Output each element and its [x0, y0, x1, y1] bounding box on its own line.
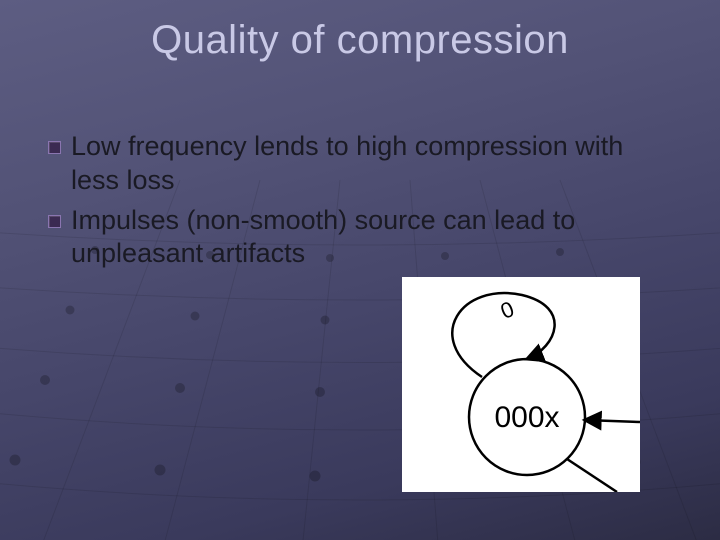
- state-diagram: 000x 0: [402, 277, 640, 492]
- slide-title: Quality of compression: [0, 18, 720, 63]
- bullet-list: Low frequency lends to high compression …: [48, 130, 672, 277]
- bullet-item: Low frequency lends to high compression …: [48, 130, 672, 198]
- bullet-text: Low frequency lends to high compression …: [71, 130, 672, 198]
- slide: Quality of compression Low frequency len…: [0, 0, 720, 540]
- bullet-icon: [48, 215, 61, 228]
- outgoing-edge: [567, 459, 617, 492]
- state-node-label: 000x: [494, 401, 559, 434]
- bullet-icon: [48, 141, 61, 154]
- self-loop-label: 0: [497, 296, 518, 324]
- diagram-group: 000x 0: [452, 293, 640, 492]
- bullet-item: Impulses (non-smooth) source can lead to…: [48, 204, 672, 272]
- bullet-text: Impulses (non-smooth) source can lead to…: [71, 204, 672, 272]
- incoming-edge: [585, 420, 640, 422]
